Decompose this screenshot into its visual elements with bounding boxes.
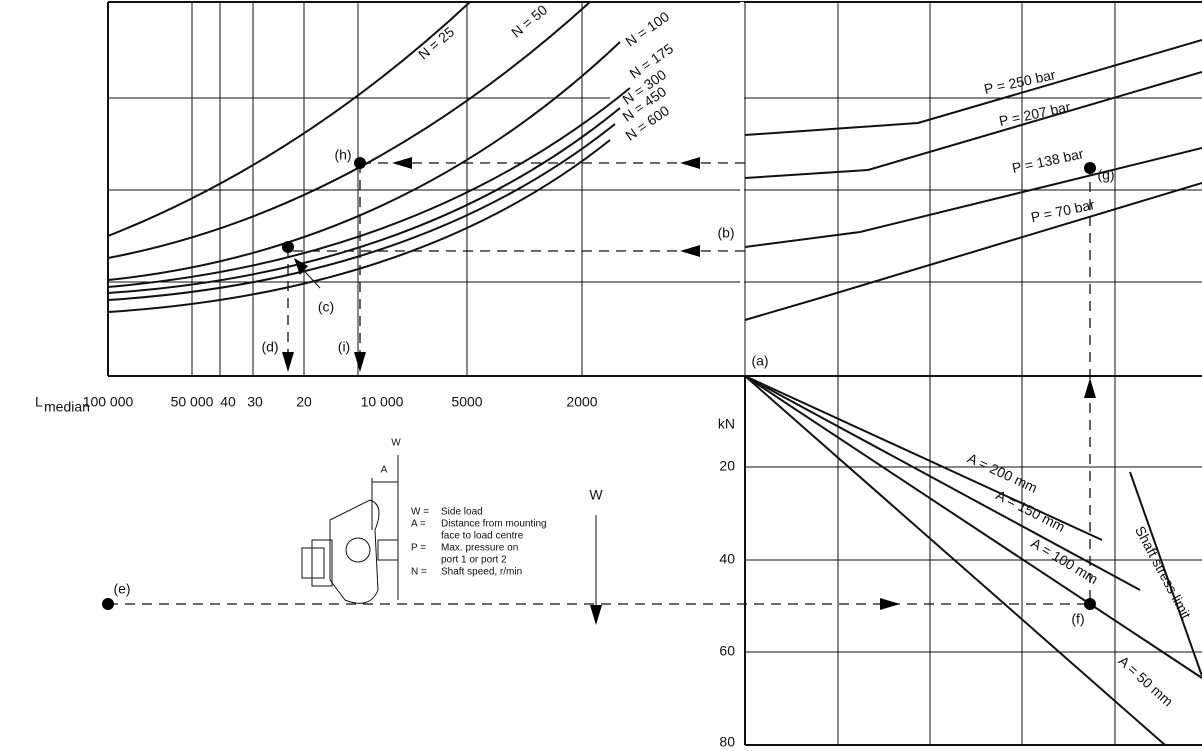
- legend-text: Side load: [441, 507, 483, 518]
- legend-text: port 1 or port 2: [441, 555, 507, 566]
- construction: [102, 157, 1096, 625]
- point-label: (i): [338, 339, 350, 355]
- tick: 20: [719, 458, 735, 474]
- axis-label-sub: median: [44, 399, 90, 415]
- tick: 20: [296, 394, 312, 410]
- curve-label: N = 50: [508, 1, 550, 40]
- legend-symbol: P =: [411, 543, 426, 554]
- tick: 100 000: [83, 394, 134, 410]
- legend-symbol: W: [391, 438, 401, 449]
- pressure-curves: [744, 39, 1202, 321]
- legend-symbol: W =: [411, 507, 429, 518]
- point-label: (h): [334, 147, 351, 163]
- point-label: (g): [1097, 167, 1114, 183]
- legend-symbol: A: [381, 465, 388, 476]
- legend-text: Distance from mounting: [441, 519, 547, 530]
- tick: 50 000: [171, 394, 214, 410]
- tick: 30: [247, 394, 263, 410]
- point-label: (b): [717, 225, 734, 241]
- tick: 10 000: [361, 394, 404, 410]
- legend-symbol: A =: [411, 519, 426, 530]
- tick: 40: [719, 551, 735, 567]
- legend: W = Side load A = Distance from mountingfac…: [411, 507, 547, 578]
- line-label: A = 50 mm: [1116, 653, 1177, 710]
- point-label: (d): [261, 339, 278, 355]
- curve-label: P = 207 bar: [998, 98, 1073, 129]
- axis-label: L: [35, 394, 43, 410]
- point-label: (f): [1071, 611, 1084, 627]
- legend-text: face to load centre: [441, 531, 524, 542]
- legend-symbol: N =: [411, 567, 427, 578]
- arrow-label: W: [589, 487, 603, 503]
- tick: 5000: [451, 394, 482, 410]
- tick: 80: [719, 734, 735, 750]
- line-label: Shaft stress limit: [1132, 523, 1194, 621]
- pump-icon: [301, 455, 399, 604]
- point-label: (e): [113, 581, 130, 597]
- legend-text: Shaft speed, r/min: [441, 567, 522, 578]
- panel-gap: [740, 2, 744, 374]
- tick: 60: [719, 643, 735, 659]
- legend-text: Max. pressure on: [441, 543, 518, 554]
- point-label: (c): [318, 299, 334, 315]
- curve-label: P = 70 bar: [1029, 196, 1096, 225]
- point-label: (a): [751, 353, 768, 369]
- curve-label: N = 25: [415, 23, 457, 62]
- label-mask: [610, 60, 744, 130]
- speed-curves: [107, 1, 631, 313]
- tick: 2000: [566, 394, 597, 410]
- tick: 40: [220, 394, 236, 410]
- unit: kN: [718, 416, 735, 432]
- distance-lines: [744, 375, 1202, 746]
